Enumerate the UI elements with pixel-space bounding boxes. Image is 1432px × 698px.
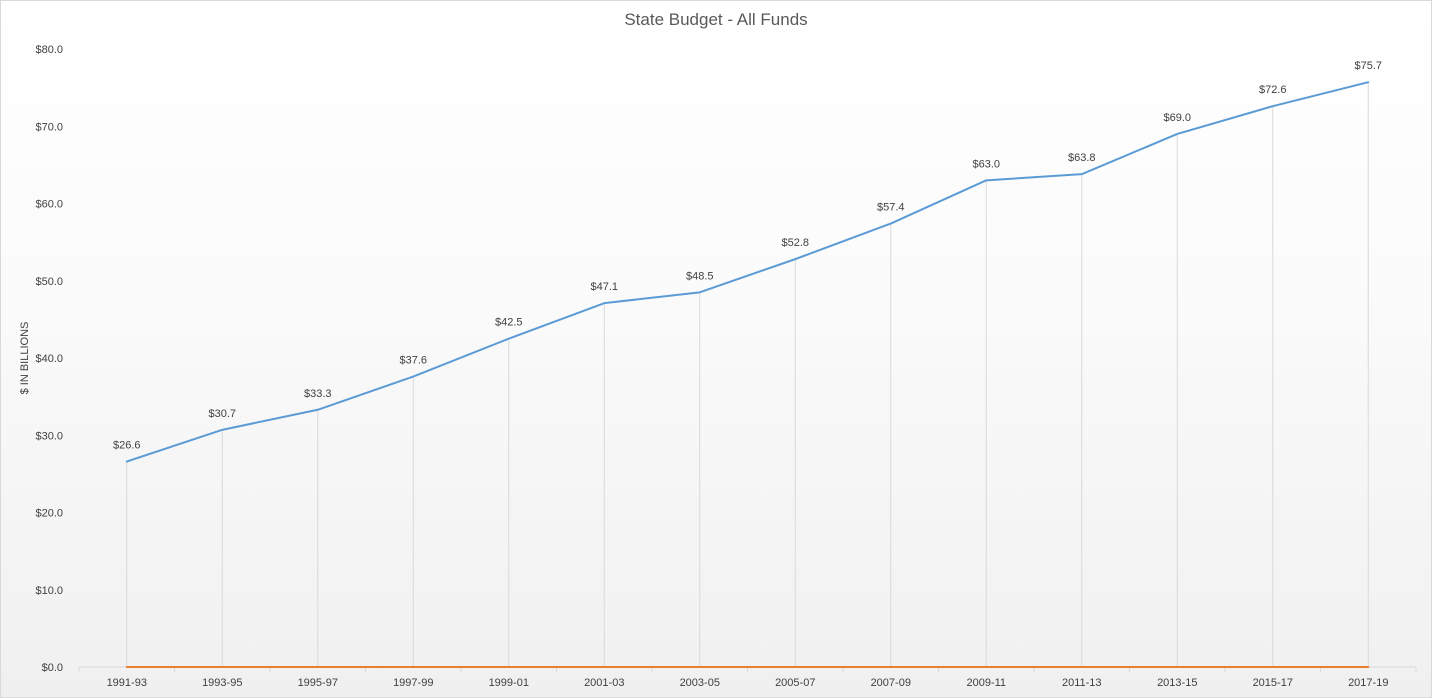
x-tick-label: 1991-93 [107,677,147,689]
x-tick-label: 2007-09 [871,677,911,689]
x-axis-ticks: 1991-93 1993-95 1995-97 1997-99 1999-01 2001-… [107,677,1389,689]
x-tick-label: 1997-99 [393,677,433,689]
data-label: $69.0 [1163,112,1191,124]
series-line-budget [125,81,1370,463]
data-label: $33.3 [304,388,332,400]
y-tick-label: $0.0 [42,662,63,674]
chart-title: State Budget - All Funds [624,10,808,29]
data-label: $26.6 [113,440,141,452]
x-tick-label: 2005-07 [775,677,815,689]
y-tick-label: $80.0 [35,44,63,56]
data-label: $75.7 [1354,60,1382,72]
x-tick-label: 2015-17 [1253,677,1293,689]
y-axis-ticks: $0.0 $10.0 $20.0 $30.0 $40.0 $50.0 $60.0 $70.0 $… [35,44,63,674]
x-tick-label: 1995-97 [298,677,338,689]
x-tick-label: 2013-15 [1157,677,1197,689]
x-tick-label: 1993-95 [202,677,242,689]
x-tick-label: 2017-19 [1348,677,1388,689]
x-tick-label: 2003-05 [680,677,720,689]
data-label: $42.5 [495,317,523,329]
y-tick-label: $10.0 [35,585,63,597]
x-tick-label: 1999-01 [489,677,529,689]
y-tick-label: $20.0 [35,508,63,520]
y-tick-label: $60.0 [35,199,63,211]
x-tick-label: 2009-11 [966,677,1006,689]
data-label: $63.0 [972,158,1000,170]
series-lines [125,81,1370,668]
y-tick-label: $70.0 [35,121,63,133]
data-label: $48.5 [686,270,714,282]
x-tick-label: 2001-03 [584,677,624,689]
data-label: $63.8 [1068,152,1096,164]
data-label: $72.6 [1259,84,1287,96]
y-tick-label: $40.0 [35,353,63,365]
data-label: $30.7 [208,408,236,420]
data-label: $47.1 [590,281,618,293]
data-labels: $26.6 $30.7 $33.3 $37.6 $42.5 $47.1 $48.5 $52.8… [113,60,1382,451]
drop-lines [126,82,1369,667]
data-label: $37.6 [399,355,427,367]
y-tick-label: $50.0 [35,276,63,288]
data-label: $57.4 [877,202,905,214]
x-tick-label: 2011-13 [1062,677,1102,689]
y-tick-label: $30.0 [35,430,63,442]
data-label: $52.8 [781,237,809,249]
